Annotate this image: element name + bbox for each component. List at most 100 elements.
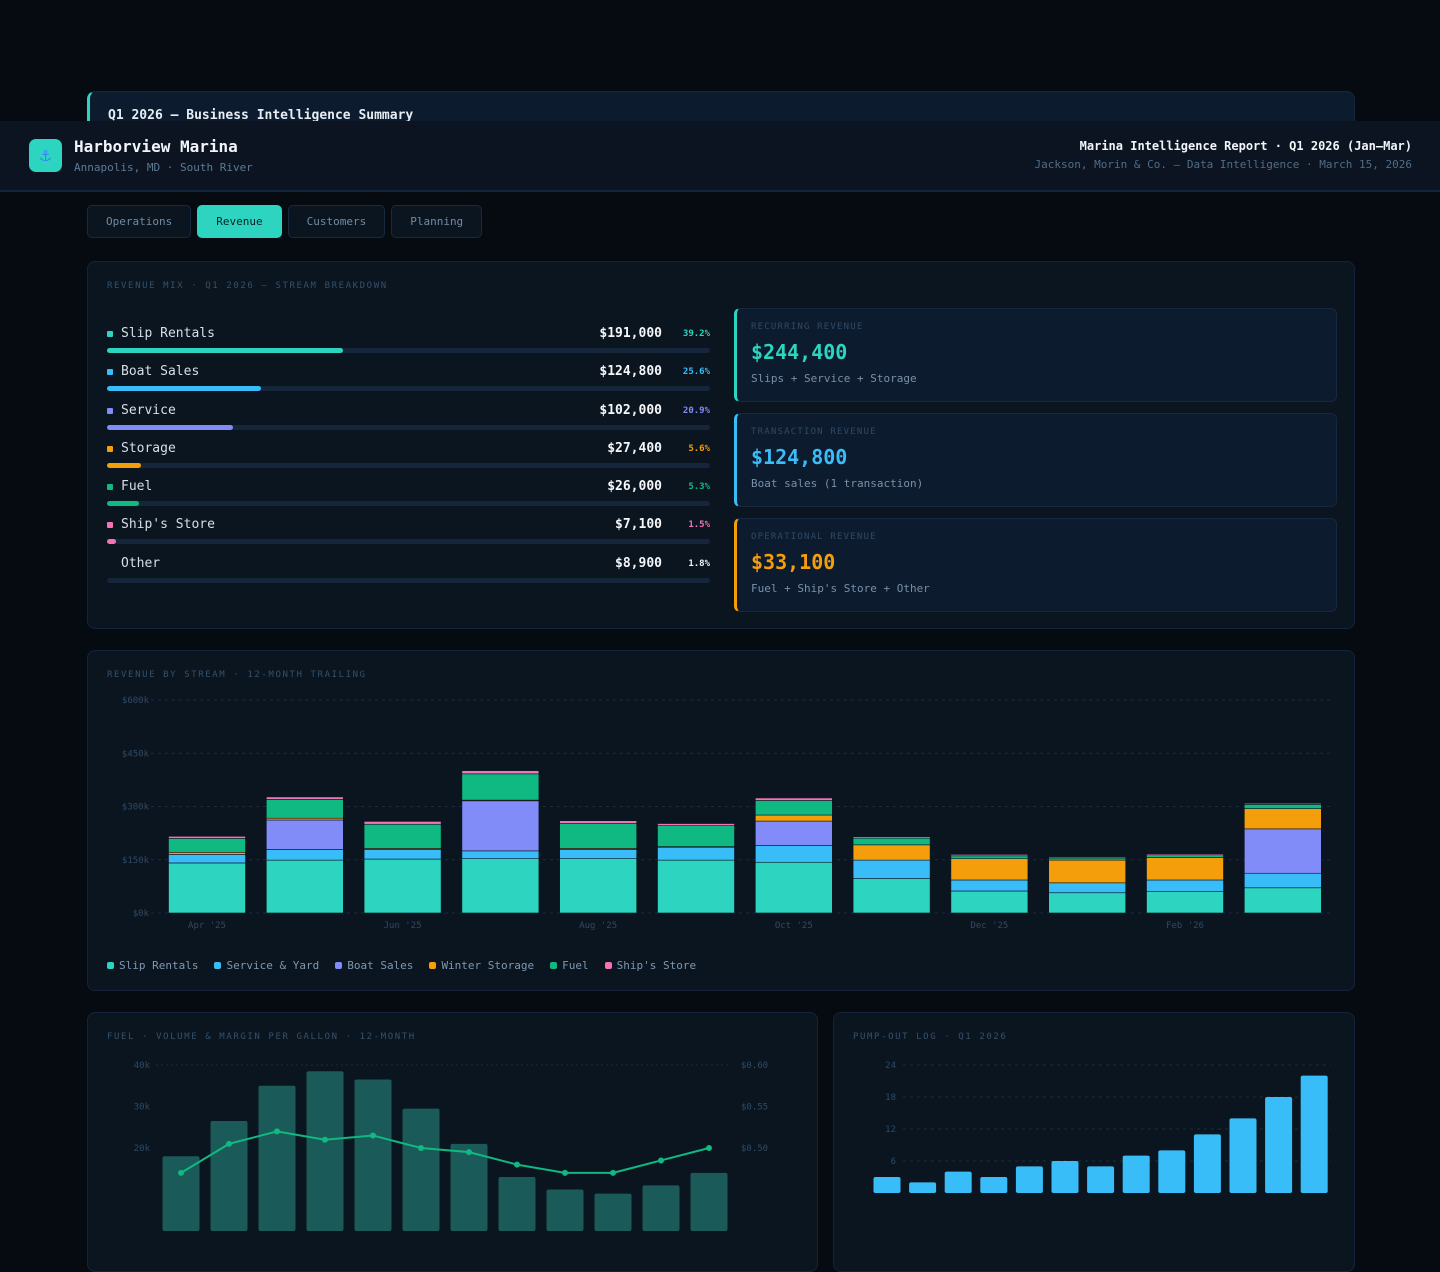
pumpout-chart: 24 18 12 6 bbox=[873, 1061, 1331, 1193]
mix-label: Boat Sales bbox=[121, 364, 200, 380]
bar-segment bbox=[363, 821, 442, 825]
bar-segment bbox=[1146, 879, 1224, 893]
kpi-sub: Fuel + Ship's Store + Other bbox=[751, 582, 930, 595]
share-bar bbox=[107, 424, 710, 430]
mix-row: Slip Rentals $191,000 39.2% bbox=[107, 324, 710, 362]
mix-value: $8,900 bbox=[615, 555, 662, 571]
bar-segment bbox=[754, 800, 833, 816]
mix-value: $124,800 bbox=[599, 364, 662, 380]
share-bar-fill bbox=[107, 539, 117, 545]
bar-segment bbox=[1244, 872, 1322, 889]
share-bar-fill bbox=[107, 348, 344, 353]
share-bar-fill bbox=[107, 501, 139, 507]
legend-swatch bbox=[214, 962, 222, 969]
bar-segment bbox=[1146, 891, 1224, 914]
margin-point bbox=[610, 1169, 616, 1176]
bar-segment bbox=[266, 849, 344, 861]
bar-segment bbox=[852, 859, 931, 879]
kpi-label: RECURRING REVENUE bbox=[751, 322, 864, 332]
report-title: Marina Intelligence Report · Q1 2026 (Ja… bbox=[1079, 139, 1412, 153]
bar-segment bbox=[950, 890, 1029, 914]
x-tick-label: Oct '25 bbox=[775, 921, 813, 931]
kpi-value: $124,800 bbox=[751, 445, 848, 469]
bar-segment bbox=[168, 836, 246, 839]
tab-bar: Operations Revenue Customers Planning bbox=[87, 205, 483, 238]
bar-segment bbox=[461, 858, 540, 914]
y-left-tick-label: 20k bbox=[134, 1144, 151, 1154]
bar-segment bbox=[559, 858, 638, 914]
bar-segment bbox=[1048, 859, 1127, 884]
legend-label: Slip Rentals bbox=[119, 959, 199, 972]
mix-row: Boat Sales $124,800 25.6% bbox=[107, 362, 710, 400]
panel-title: REVENUE BY STREAM · 12-MONTH TRAILING bbox=[107, 670, 367, 680]
mix-row: Fuel $26,000 5.3% bbox=[107, 477, 710, 515]
tab-planning[interactable]: Planning bbox=[391, 205, 483, 238]
pumpout-bar bbox=[1051, 1161, 1079, 1193]
bar-segment bbox=[950, 855, 1029, 859]
kpi-value: $33,100 bbox=[751, 550, 836, 574]
share-bar bbox=[107, 577, 710, 583]
kpi-sub: Slips + Service + Storage bbox=[751, 372, 917, 385]
bar-segment bbox=[168, 851, 246, 855]
mix-row: Storage $27,400 5.6% bbox=[107, 439, 710, 477]
x-tick-label: Feb '26 bbox=[1166, 921, 1204, 931]
bar-segment bbox=[266, 819, 344, 850]
kpi-label: OPERATIONAL REVENUE bbox=[751, 532, 877, 542]
margin-point bbox=[658, 1157, 664, 1164]
tab-revenue[interactable]: Revenue bbox=[197, 205, 282, 238]
color-swatch bbox=[107, 484, 113, 491]
bar-segment bbox=[657, 847, 735, 861]
bar-segment bbox=[1244, 828, 1322, 874]
legend-item: Ship's Store bbox=[604, 959, 696, 972]
margin-point bbox=[514, 1161, 520, 1168]
mix-value: $102,000 bbox=[599, 402, 662, 418]
bar-segment bbox=[754, 820, 833, 846]
legend-label: Boat Sales bbox=[347, 959, 414, 972]
share-bar-fill bbox=[107, 424, 234, 430]
volume-bar bbox=[354, 1079, 392, 1231]
y-right-tick-label: $0.60 bbox=[741, 1061, 768, 1071]
y-tick-label: $0k bbox=[133, 909, 150, 919]
color-swatch bbox=[107, 331, 113, 337]
mix-percent: 39.2% bbox=[682, 329, 710, 339]
bar-segment bbox=[657, 859, 735, 914]
legend-label: Fuel bbox=[562, 959, 589, 972]
margin-point bbox=[226, 1140, 232, 1147]
volume-bar bbox=[690, 1172, 728, 1231]
x-tick-label: Aug '25 bbox=[579, 921, 617, 931]
volume-bar bbox=[594, 1193, 632, 1231]
kpi-label: TRANSACTION REVENUE bbox=[751, 427, 877, 437]
legend-swatch bbox=[604, 962, 612, 969]
kpi-operational: OPERATIONAL REVENUE $33,100 Fuel + Ship'… bbox=[734, 518, 1337, 612]
pumpout-bar bbox=[1229, 1118, 1257, 1193]
y-tick-label: 24 bbox=[885, 1061, 896, 1071]
kpi-transaction: TRANSACTION REVENUE $124,800 Boat sales … bbox=[734, 413, 1337, 507]
bar-segment bbox=[1048, 857, 1127, 861]
volume-bar bbox=[642, 1185, 680, 1231]
legend-item: Winter Storage bbox=[429, 959, 534, 972]
mix-percent: 25.6% bbox=[682, 367, 710, 378]
pumpout-bar bbox=[1087, 1166, 1115, 1193]
bar-segment bbox=[754, 845, 833, 863]
brand-location: Annapolis, MD · South River bbox=[74, 161, 253, 174]
tab-customers[interactable]: Customers bbox=[287, 205, 386, 238]
bar-segment bbox=[950, 879, 1029, 892]
mix-label: Slip Rentals bbox=[121, 326, 215, 341]
pumpout-bar bbox=[1265, 1097, 1293, 1193]
revenue-mix-list: Slip Rentals $191,000 39.2% Boat Sales $… bbox=[107, 324, 710, 592]
revenue-mix-panel: REVENUE MIX · Q1 2026 — STREAM BREAKDOWN… bbox=[87, 261, 1355, 629]
pumpout-bar bbox=[1122, 1155, 1150, 1193]
bar-segment bbox=[1244, 887, 1322, 914]
pumpout-bar bbox=[1193, 1134, 1221, 1193]
tab-operations[interactable]: Operations bbox=[87, 205, 192, 238]
volume-bar bbox=[210, 1121, 248, 1231]
bar-segment bbox=[168, 838, 246, 853]
stacked-bar-chart: $0k $150k $300k $450k $600k Apr '25 Jun '25 Aug… bbox=[122, 696, 1331, 931]
bar-segment bbox=[461, 770, 540, 775]
y-right-tick-label: $0.55 bbox=[741, 1103, 768, 1113]
panel-title: REVENUE MIX · Q1 2026 — STREAM BREAKDOWN bbox=[107, 281, 388, 291]
bar-segment bbox=[950, 858, 1029, 881]
bar-segment bbox=[852, 844, 931, 861]
share-bar-fill bbox=[107, 386, 262, 392]
mix-label: Service bbox=[121, 402, 176, 418]
